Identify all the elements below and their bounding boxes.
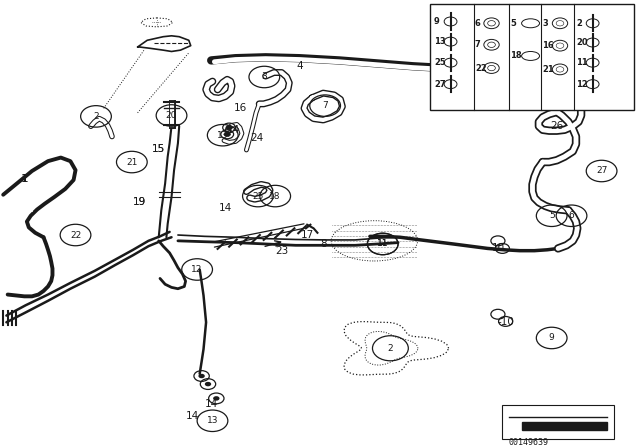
Text: 6: 6 — [475, 19, 481, 28]
Text: 3: 3 — [262, 73, 267, 82]
Text: 7: 7 — [323, 101, 328, 110]
Text: 2: 2 — [93, 112, 99, 121]
Text: 27: 27 — [596, 167, 607, 176]
Text: 2: 2 — [388, 344, 393, 353]
Text: 9: 9 — [434, 17, 440, 26]
Text: 22: 22 — [475, 64, 486, 73]
Text: 14: 14 — [186, 411, 198, 421]
Circle shape — [226, 125, 232, 130]
Circle shape — [205, 382, 211, 386]
Text: 15: 15 — [152, 144, 165, 154]
Text: 15: 15 — [152, 144, 165, 154]
Text: 5: 5 — [549, 211, 554, 220]
Text: 21: 21 — [542, 65, 554, 74]
Text: 16: 16 — [542, 41, 554, 50]
Bar — [502, 405, 614, 439]
Text: 11: 11 — [377, 240, 388, 249]
Text: 25: 25 — [252, 192, 264, 201]
Text: 1: 1 — [22, 174, 29, 184]
Text: 28: 28 — [575, 99, 588, 109]
Text: 22: 22 — [70, 231, 81, 240]
Text: 2: 2 — [576, 19, 582, 28]
Text: 6: 6 — [569, 211, 574, 220]
Circle shape — [198, 374, 205, 378]
Text: 14: 14 — [205, 399, 218, 409]
Text: 13: 13 — [434, 37, 445, 46]
Text: 00149639: 00149639 — [509, 438, 548, 447]
Text: 26: 26 — [550, 121, 563, 131]
Text: 14: 14 — [227, 125, 240, 135]
Text: 27: 27 — [434, 80, 445, 89]
Text: 25: 25 — [434, 58, 445, 67]
Text: 7: 7 — [475, 40, 481, 49]
Text: 5: 5 — [510, 19, 516, 28]
Text: 1: 1 — [21, 174, 28, 184]
Text: 18: 18 — [269, 192, 281, 201]
Text: 14: 14 — [219, 203, 232, 213]
Text: 19: 19 — [133, 197, 146, 207]
Bar — [430, 4, 634, 110]
Text: 8: 8 — [320, 239, 326, 249]
Text: 19: 19 — [133, 197, 146, 207]
Text: 23: 23 — [275, 246, 288, 256]
Text: 20: 20 — [166, 111, 177, 120]
Circle shape — [224, 132, 230, 137]
Text: 12: 12 — [191, 265, 203, 274]
Text: 13: 13 — [207, 416, 218, 425]
Text: -10: -10 — [497, 317, 514, 327]
Text: 13: 13 — [217, 131, 228, 140]
Circle shape — [213, 396, 220, 401]
Text: 11: 11 — [576, 58, 588, 67]
Text: 11: 11 — [377, 240, 388, 249]
Text: 9: 9 — [549, 333, 554, 342]
Text: 24: 24 — [251, 133, 264, 143]
Text: 3: 3 — [542, 19, 548, 28]
Text: 18: 18 — [510, 52, 522, 60]
Text: 16: 16 — [234, 103, 246, 113]
Text: 20: 20 — [576, 38, 588, 47]
Text: 10: 10 — [492, 242, 504, 253]
Text: 4: 4 — [296, 61, 303, 71]
Text: 17: 17 — [301, 230, 314, 240]
Text: 12: 12 — [576, 80, 588, 89]
Polygon shape — [522, 422, 607, 430]
Text: 21: 21 — [126, 158, 138, 167]
